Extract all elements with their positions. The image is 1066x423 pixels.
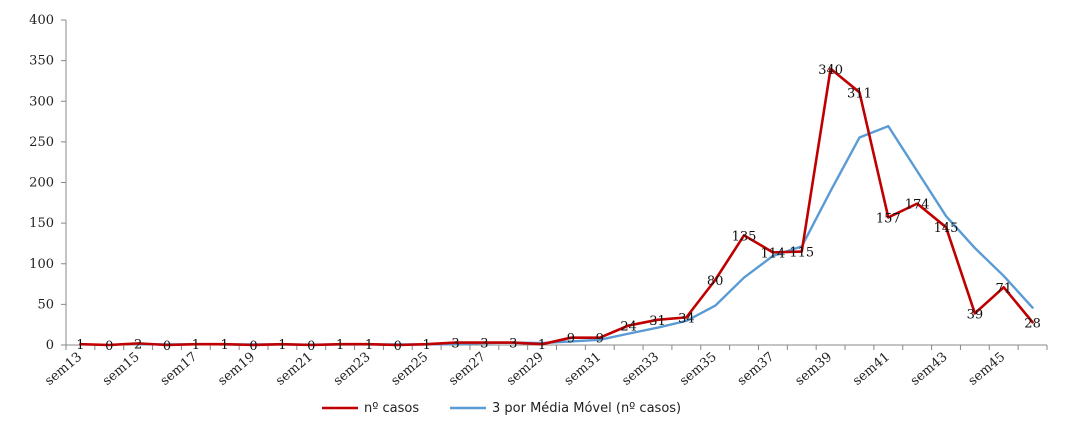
y-axis: 0 50 100 150 200 250 300 350 400 bbox=[29, 13, 67, 353]
y-tick-label: 50 bbox=[37, 297, 54, 312]
x-tick-label: sem43 bbox=[908, 350, 951, 389]
x-tick-label: sem19 bbox=[215, 350, 258, 389]
x-tick-label: sem23 bbox=[331, 350, 374, 389]
y-tick-label: 400 bbox=[29, 13, 54, 28]
data-label: 157 bbox=[876, 211, 901, 226]
y-tick-label: 0 bbox=[46, 338, 54, 353]
data-label: 28 bbox=[1024, 316, 1041, 331]
y-tick-label: 100 bbox=[29, 257, 54, 272]
data-label: 2 bbox=[134, 337, 142, 352]
data-label: 174 bbox=[905, 198, 930, 213]
x-tick-label: sem29 bbox=[504, 350, 547, 389]
x-tick-label: sem13 bbox=[42, 350, 85, 389]
y-tick-label: 200 bbox=[29, 176, 54, 191]
data-label: 9 bbox=[567, 332, 575, 347]
x-tick-label: sem15 bbox=[100, 350, 143, 389]
data-label: 0 bbox=[105, 339, 113, 354]
data-label: 145 bbox=[934, 221, 959, 236]
x-tick-label: sem17 bbox=[158, 350, 201, 389]
data-label: 24 bbox=[620, 320, 637, 335]
data-label: 71 bbox=[995, 281, 1012, 296]
legend-label-1: 3 por Média Móvel (nº casos) bbox=[492, 401, 681, 416]
x-tick-label: sem27 bbox=[446, 350, 489, 389]
legend-label-0: nº casos bbox=[364, 401, 419, 416]
data-label: 1 bbox=[423, 338, 431, 353]
data-label: 1 bbox=[76, 338, 84, 353]
data-label: 0 bbox=[163, 339, 171, 354]
y-tick-label: 300 bbox=[29, 94, 54, 109]
data-label: 1 bbox=[221, 338, 229, 353]
y-tick-label: 150 bbox=[29, 216, 54, 231]
data-label: 80 bbox=[707, 274, 724, 289]
series-line-1 bbox=[136, 124, 1034, 346]
data-label: 0 bbox=[307, 339, 315, 354]
series-layer bbox=[79, 67, 1034, 347]
x-tick-label: sem41 bbox=[850, 350, 893, 389]
data-label: 135 bbox=[732, 229, 757, 244]
x-tick-label: sem33 bbox=[619, 350, 662, 389]
data-label: 340 bbox=[818, 63, 843, 78]
series-line-0 bbox=[79, 67, 1034, 347]
y-tick-label: 350 bbox=[29, 54, 54, 69]
data-label: 1 bbox=[192, 338, 200, 353]
data-label: 311 bbox=[847, 86, 872, 101]
data-label: 3 bbox=[480, 337, 488, 352]
data-label: 0 bbox=[249, 339, 257, 354]
x-tick-label: sem37 bbox=[735, 350, 778, 389]
data-label: 39 bbox=[967, 307, 984, 322]
data-label: 3 bbox=[451, 337, 459, 352]
data-label: 115 bbox=[789, 246, 814, 261]
data-label: 0 bbox=[394, 339, 402, 354]
data-label: 1 bbox=[278, 338, 286, 353]
data-label: 1 bbox=[336, 338, 344, 353]
data-label: 114 bbox=[760, 246, 785, 261]
data-label: 3 bbox=[509, 337, 517, 352]
data-label: 9 bbox=[596, 332, 604, 347]
x-tick-label: sem35 bbox=[677, 350, 720, 389]
data-label: 1 bbox=[538, 338, 546, 353]
y-tick-label: 250 bbox=[29, 135, 54, 150]
x-tick-label: sem21 bbox=[273, 350, 316, 389]
x-tick-label: sem25 bbox=[388, 350, 431, 389]
x-tick-label: sem31 bbox=[562, 350, 605, 389]
x-tick-label: sem45 bbox=[966, 350, 1009, 389]
data-label: 1 bbox=[365, 338, 373, 353]
data-label: 31 bbox=[649, 314, 666, 329]
legend: nº casos 3 por Média Móvel (nº casos) bbox=[322, 401, 681, 416]
x-tick-label: sem39 bbox=[792, 350, 835, 389]
data-label: 34 bbox=[678, 311, 695, 326]
